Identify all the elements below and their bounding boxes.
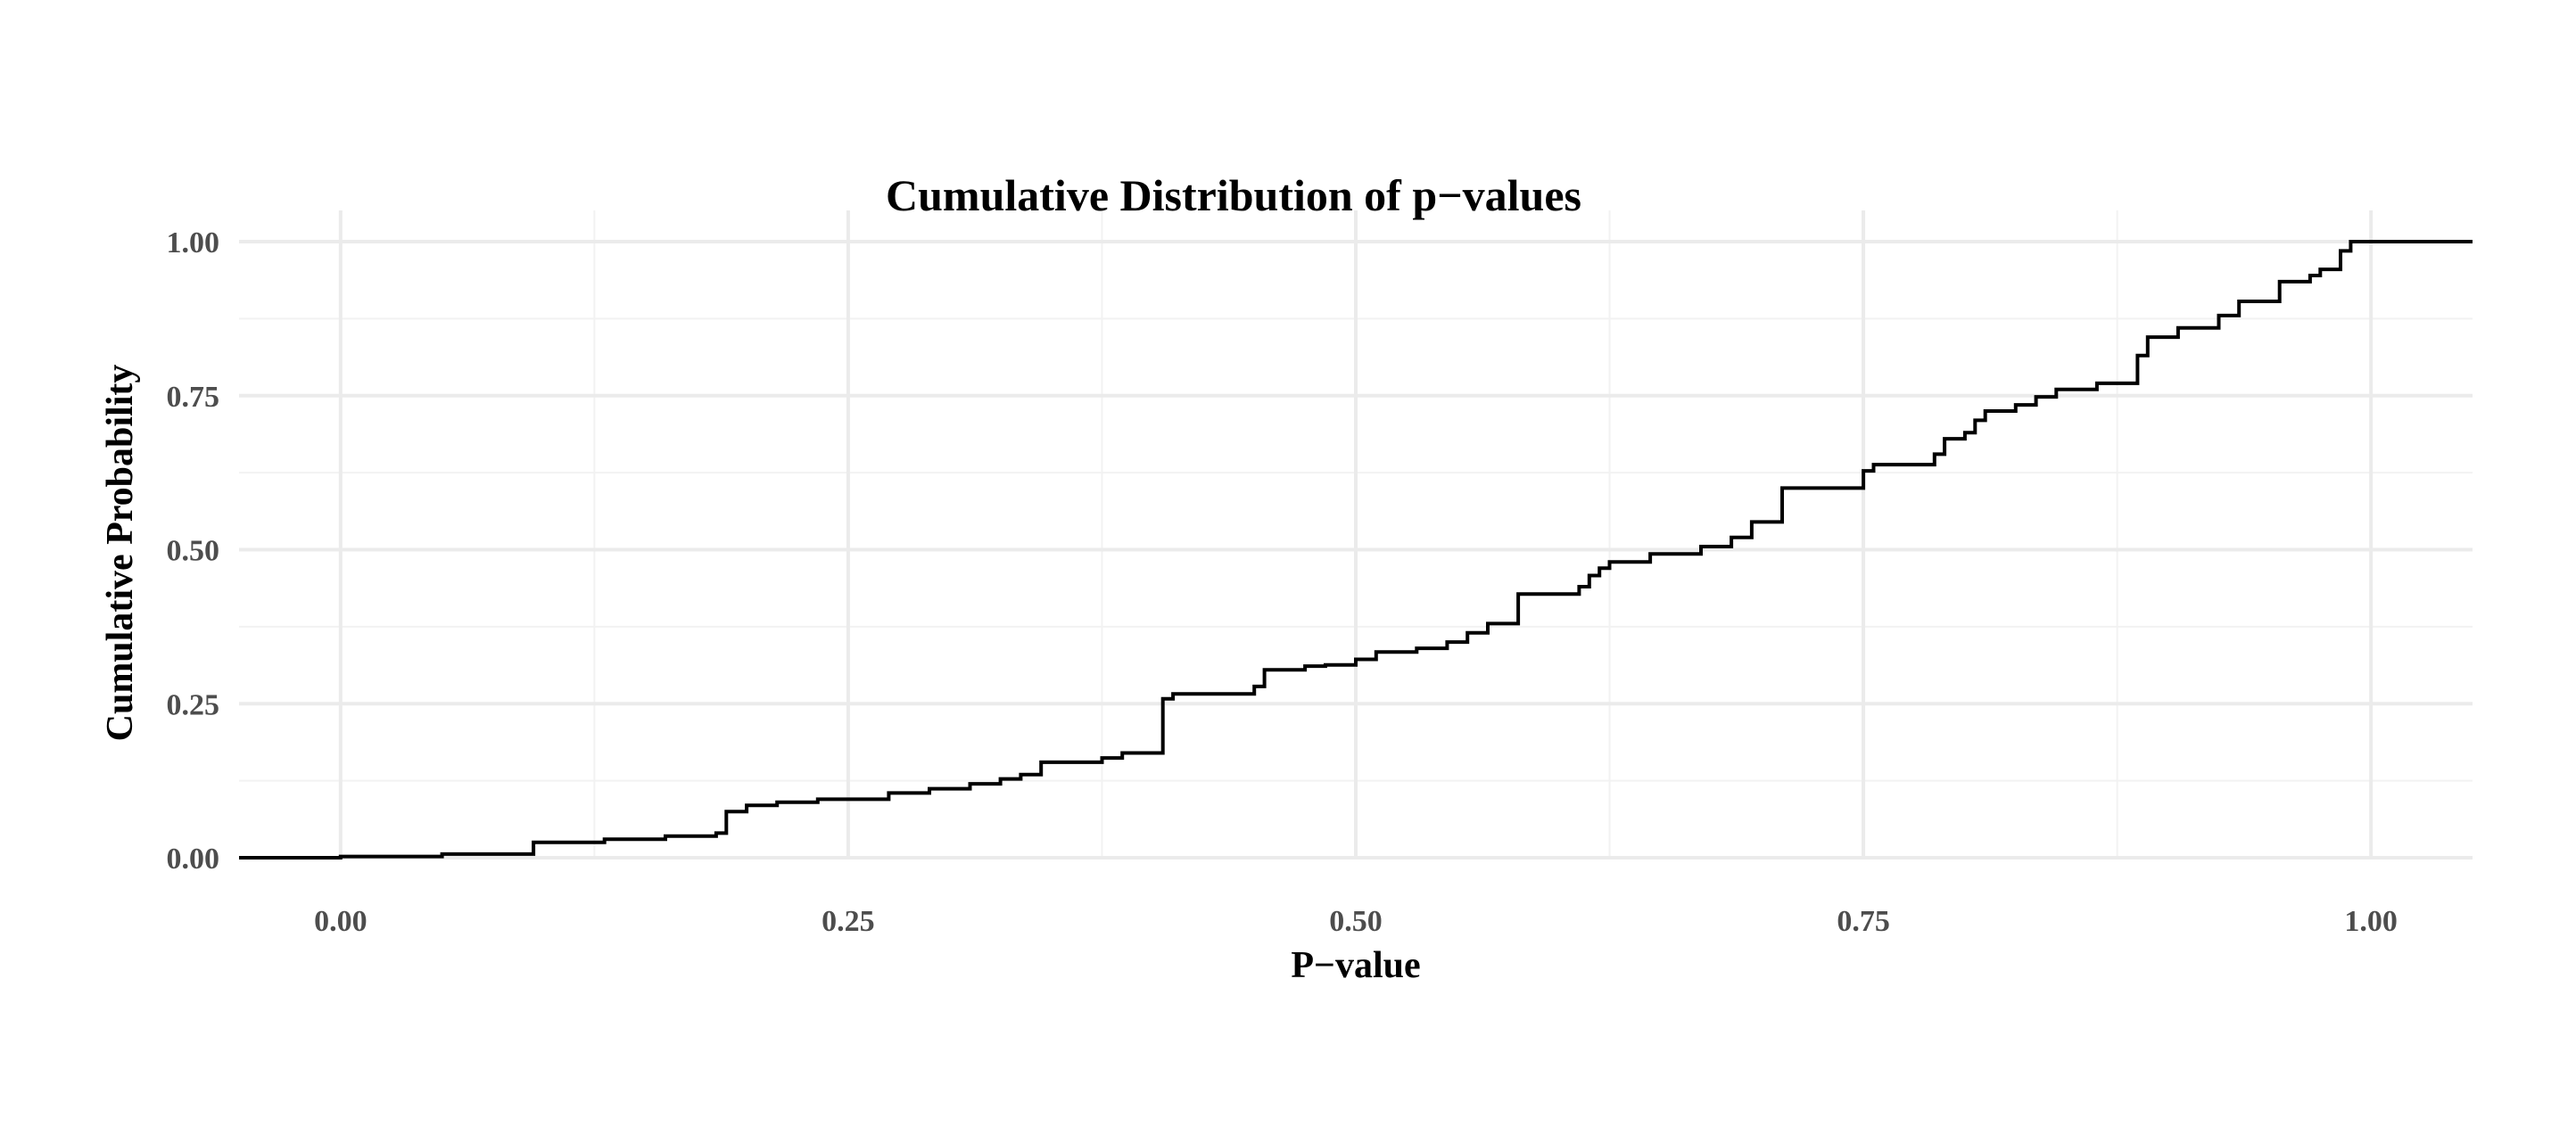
x-tick-label: 1.00 — [2344, 905, 2398, 938]
chart-title: Cumulative Distribution of p−values — [886, 170, 1581, 220]
y-tick-label: 0.50 — [167, 535, 220, 568]
x-tick-label: 0.75 — [1837, 905, 1890, 938]
series-layer — [239, 240, 2473, 860]
x-axis-ticks: 0.00 0.25 0.50 0.75 1.00 — [314, 905, 2398, 938]
x-tick-label: 0.00 — [314, 905, 367, 938]
y-axis-ticks: 0.00 0.25 0.50 0.75 1.00 — [167, 226, 220, 876]
x-tick-label: 0.25 — [822, 905, 875, 938]
x-axis-title: P−value — [1291, 945, 1420, 986]
x-tick-label: 0.50 — [1329, 905, 1383, 938]
y-tick-label: 0.00 — [167, 843, 220, 876]
ecdf-step-line — [239, 240, 2473, 860]
y-axis-title: Cumulative Probability — [100, 365, 141, 742]
y-tick-label: 0.75 — [167, 381, 220, 414]
grid — [239, 210, 2473, 860]
y-tick-label: 1.00 — [167, 226, 220, 259]
y-tick-label: 0.25 — [167, 688, 220, 721]
